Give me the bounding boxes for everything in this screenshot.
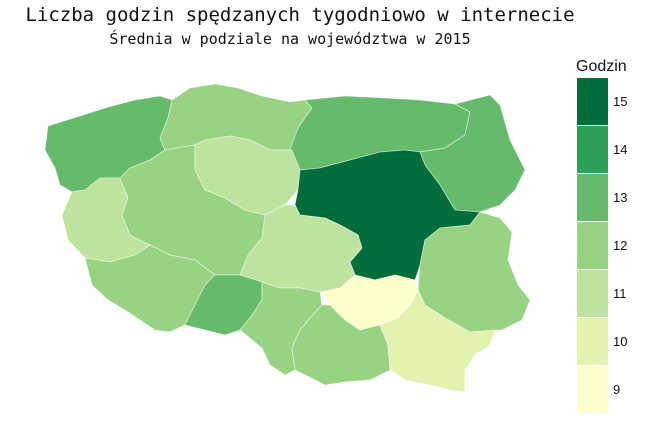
legend-label: 11 <box>613 286 627 301</box>
legend-item: 14 <box>577 126 637 174</box>
legend-title: Godzin <box>576 58 627 75</box>
map-title: Liczba godzin spędzanych tygodniowo w in… <box>25 4 575 26</box>
legend-swatch <box>577 318 608 365</box>
legend-swatch <box>577 270 608 317</box>
region-opolskie <box>184 274 263 336</box>
legend-item: 12 <box>577 222 637 270</box>
legend: 15 14 13 12 11 10 9 <box>577 78 637 414</box>
legend-item: 11 <box>577 270 637 318</box>
map-subtitle: Średnia w podziale na województwa w 2015 <box>109 30 471 48</box>
legend-label: 9 <box>613 382 621 397</box>
legend-label: 13 <box>613 190 628 205</box>
region-podkarpackie <box>379 289 496 393</box>
legend-label: 12 <box>613 238 628 253</box>
legend-swatch <box>577 174 608 221</box>
legend-item: 15 <box>577 78 637 126</box>
legend-item: 13 <box>577 174 637 222</box>
legend-label: 15 <box>613 94 628 109</box>
legend-swatch <box>577 126 608 173</box>
legend-item: 9 <box>577 366 637 414</box>
legend-swatch <box>577 78 608 125</box>
legend-item: 10 <box>577 318 637 366</box>
legend-label: 14 <box>613 142 628 157</box>
legend-swatch <box>577 222 608 269</box>
legend-swatch <box>577 366 608 413</box>
legend-label: 10 <box>613 334 628 349</box>
